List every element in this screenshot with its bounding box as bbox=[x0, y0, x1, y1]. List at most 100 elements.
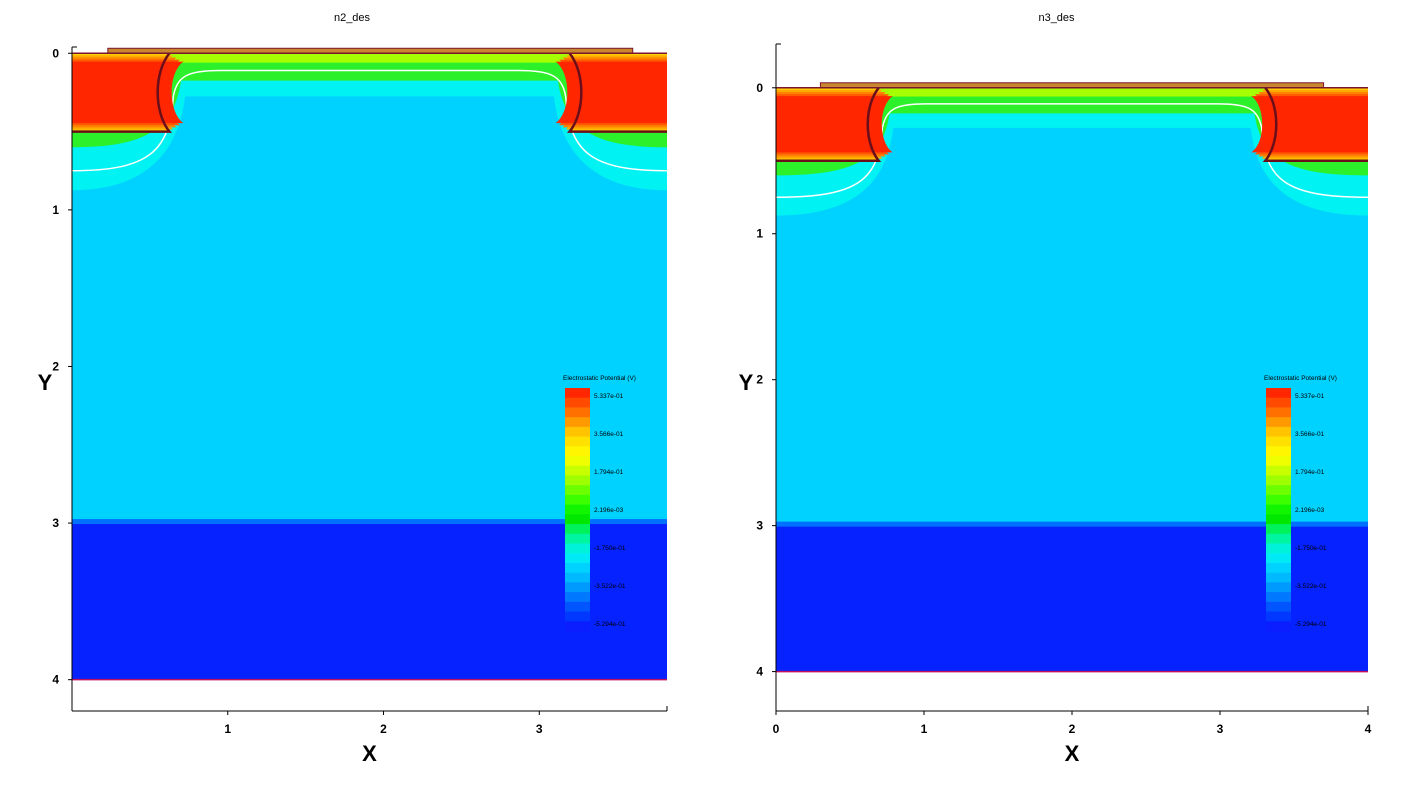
plot-panel-n3: n3_des 0 1 2 3 4 0 1 2 3 4 X Y Electrostatic Potenti… bbox=[704, 0, 1409, 792]
legend-swatch bbox=[1266, 407, 1291, 418]
legend-swatch bbox=[565, 514, 590, 525]
junction-line bbox=[1262, 87, 1368, 163]
channel-region bbox=[776, 87, 1368, 176]
legend-swatch bbox=[1266, 465, 1291, 476]
legend-title: Electrostatic Potential (V) bbox=[563, 375, 636, 382]
legend-swatch bbox=[565, 465, 590, 476]
y-tick-label: 2 bbox=[756, 373, 763, 387]
legend-swatch bbox=[1266, 601, 1291, 613]
legend-label: 5.337e-01 bbox=[1295, 393, 1325, 400]
legend-swatch bbox=[1266, 397, 1291, 408]
legend-swatch bbox=[1266, 514, 1291, 525]
x-axis-label: X bbox=[362, 741, 377, 766]
legend-swatch bbox=[565, 621, 590, 632]
depletion-region bbox=[776, 87, 1368, 216]
legend-label: 3.566e-01 bbox=[1295, 431, 1325, 438]
legend-swatch bbox=[1266, 475, 1291, 486]
legend-label: -5.294e-01 bbox=[594, 621, 626, 628]
legend-swatch bbox=[1266, 485, 1291, 496]
legend-swatch bbox=[565, 494, 590, 506]
legend-label: 2.196e-03 bbox=[594, 507, 624, 514]
y-tick-label: 3 bbox=[52, 516, 59, 530]
legend-swatch bbox=[1266, 426, 1291, 438]
x-tick-label: 2 bbox=[1069, 722, 1076, 736]
color-legend: Electrostatic Potential (V) 5.337e-01 3.56… bbox=[563, 375, 636, 632]
legend-swatch bbox=[565, 572, 590, 583]
legend-swatch bbox=[565, 397, 590, 408]
x-tick-label: 1 bbox=[921, 722, 928, 736]
channel-region bbox=[72, 53, 667, 148]
plot-title: n3_des bbox=[1038, 12, 1075, 24]
x-tick-label: 1 bbox=[224, 722, 231, 736]
y-tick-label: 0 bbox=[756, 81, 763, 95]
y-tick-label: 3 bbox=[756, 519, 763, 533]
legend-swatch bbox=[1266, 562, 1291, 574]
y-tick-label: 2 bbox=[52, 359, 59, 373]
legend-label: 1.794e-01 bbox=[1295, 469, 1325, 476]
legend-label: 2.196e-03 bbox=[1295, 507, 1325, 514]
legend-swatch bbox=[565, 592, 590, 603]
legend-swatch bbox=[1266, 504, 1291, 515]
legend-swatch bbox=[1266, 543, 1291, 554]
y-tick-label: 1 bbox=[756, 227, 763, 241]
legend-label: -3.522e-01 bbox=[1295, 583, 1327, 590]
legend-swatch bbox=[1266, 494, 1291, 506]
substrate-boundary bbox=[776, 521, 1368, 527]
legend-swatch bbox=[1266, 417, 1291, 428]
legend-swatch bbox=[565, 407, 590, 418]
legend-swatch bbox=[565, 611, 590, 622]
surface-layer bbox=[149, 53, 590, 63]
legend-swatch bbox=[565, 456, 590, 467]
legend-swatch bbox=[565, 388, 590, 399]
legend-swatch bbox=[1266, 446, 1291, 457]
junction-line bbox=[566, 52, 667, 133]
y-axis-label: Y bbox=[38, 370, 53, 395]
depletion-region bbox=[72, 53, 667, 191]
junction-line bbox=[776, 87, 882, 163]
x-axis-label: X bbox=[1065, 741, 1080, 766]
legend-swatch bbox=[565, 426, 590, 438]
substrate-boundary bbox=[72, 519, 667, 525]
legend-swatch bbox=[1266, 621, 1291, 632]
potential-contour bbox=[71, 69, 668, 172]
y-tick-label: 4 bbox=[52, 673, 59, 687]
source-region bbox=[776, 87, 893, 163]
legend-swatch bbox=[1266, 582, 1291, 593]
color-legend: Electrostatic Potential (V) 5.337e-01 3.56… bbox=[1264, 375, 1337, 632]
surface-layer bbox=[860, 87, 1284, 97]
legend-swatch bbox=[1266, 524, 1291, 535]
x-tick-label: 3 bbox=[1217, 722, 1224, 736]
legend-swatch bbox=[565, 504, 590, 515]
legend-swatch bbox=[1266, 572, 1291, 583]
legend-swatch bbox=[565, 485, 590, 496]
legend-label: -1.750e-01 bbox=[594, 545, 626, 552]
legend-label: -5.294e-01 bbox=[1295, 621, 1327, 628]
junction-line bbox=[72, 52, 173, 133]
drain-region bbox=[555, 52, 667, 133]
legend-swatch bbox=[1266, 533, 1291, 545]
legend-swatch bbox=[565, 417, 590, 428]
legend-label: -1.750e-01 bbox=[1295, 545, 1327, 552]
source-region bbox=[72, 52, 184, 133]
doping-layer bbox=[555, 61, 667, 124]
legend-swatch bbox=[565, 601, 590, 613]
doping-layer bbox=[72, 61, 184, 124]
x-tick-label: 4 bbox=[1365, 722, 1372, 736]
legend-swatch bbox=[1266, 592, 1291, 603]
legend-title: Electrostatic Potential (V) bbox=[1264, 375, 1337, 382]
x-tick-label: 3 bbox=[536, 722, 543, 736]
legend-swatch bbox=[565, 562, 590, 574]
plot-title: n2_des bbox=[333, 12, 371, 24]
y-tick-label: 0 bbox=[52, 46, 59, 60]
x-tick-label: 2 bbox=[380, 722, 387, 736]
drain-region bbox=[1251, 87, 1368, 163]
y-tick-label: 1 bbox=[52, 203, 59, 217]
legend-swatch bbox=[565, 446, 590, 457]
legend-swatch bbox=[1266, 456, 1291, 467]
legend-label: 1.794e-01 bbox=[594, 469, 624, 476]
legend-swatch bbox=[565, 475, 590, 486]
y-tick-label: 4 bbox=[756, 665, 763, 679]
legend-label: -3.522e-01 bbox=[594, 583, 626, 590]
legend-swatch bbox=[1266, 436, 1291, 447]
legend-swatch bbox=[565, 553, 590, 564]
